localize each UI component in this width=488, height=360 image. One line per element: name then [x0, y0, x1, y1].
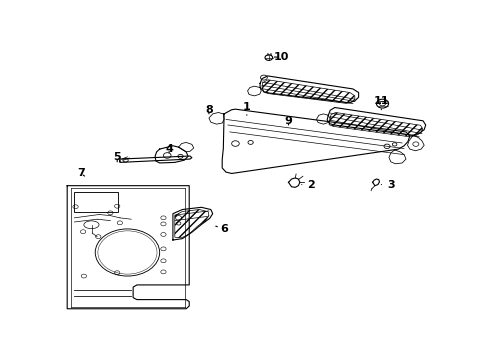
Text: 6: 6: [215, 224, 227, 234]
Text: 4: 4: [165, 144, 173, 153]
Text: 10: 10: [273, 52, 288, 62]
Text: 8: 8: [204, 105, 212, 115]
Text: 5: 5: [113, 152, 121, 162]
Text: 9: 9: [284, 116, 292, 126]
Text: 11: 11: [373, 96, 388, 110]
Text: 1: 1: [243, 102, 250, 115]
Text: 2: 2: [301, 180, 314, 190]
Bar: [74, 192, 118, 212]
Text: 3: 3: [381, 180, 394, 190]
Text: 7: 7: [77, 168, 84, 179]
